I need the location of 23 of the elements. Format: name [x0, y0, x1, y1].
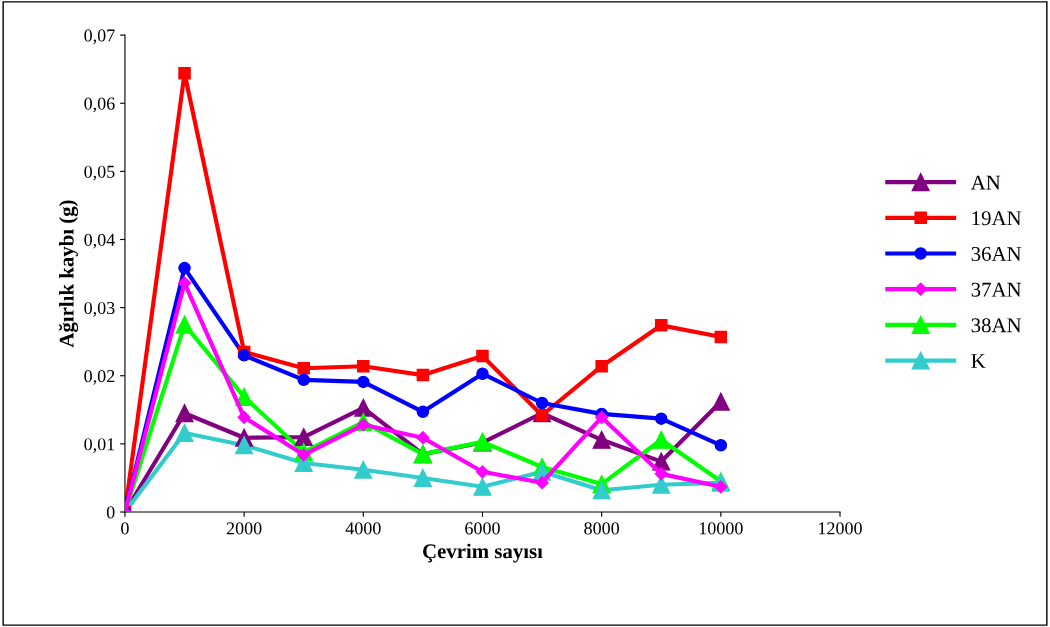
y-tick-label: 0,01	[84, 438, 115, 453]
y-tick-label: 0,07	[84, 29, 115, 45]
legend-label: 19AN	[972, 211, 1022, 226]
y-tick-label: 0,05	[84, 165, 115, 181]
x-tick-label: 8000	[584, 522, 620, 535]
x-tick-label: 10000	[699, 522, 743, 535]
x-tick-label: 12000	[819, 522, 862, 535]
y-tick-label: 0	[106, 506, 115, 519]
legend-label: K	[971, 354, 986, 368]
legend-label: 36AN	[971, 246, 1022, 261]
legend-label: 37AN	[971, 282, 1022, 297]
y-tick-label: 0,04	[84, 233, 115, 249]
y-tick-label: 0,03	[84, 301, 115, 317]
y-tick-label: 0,02	[84, 370, 115, 385]
x-axis-title: Çevrim sayısı	[423, 543, 543, 563]
legend-label: AN	[970, 175, 1001, 190]
x-tick-label: 4000	[345, 522, 381, 535]
x-tick-label: 2000	[226, 522, 262, 535]
x-tick-label: 0	[121, 522, 129, 535]
y-axis-title: Ağırlık kaybı (g)	[58, 200, 79, 348]
legend-label: 38AN	[971, 318, 1022, 333]
x-tick-label: 6000	[465, 522, 500, 535]
y-tick-label: 0,06	[84, 97, 115, 113]
